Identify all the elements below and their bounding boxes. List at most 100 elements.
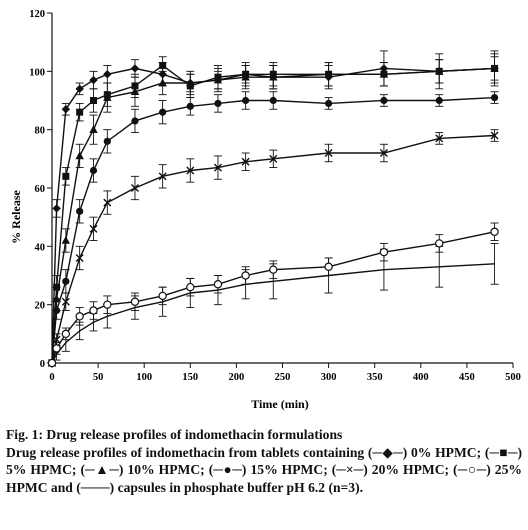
triangle-point <box>186 78 195 87</box>
series-x <box>48 129 499 367</box>
filled-circle-point <box>159 108 167 116</box>
filled-circle-point <box>53 306 61 315</box>
triangle-point <box>269 72 278 81</box>
diamond-point <box>52 204 61 213</box>
x-point <box>241 157 250 166</box>
filled-circle-point <box>269 96 277 105</box>
x-point <box>130 184 139 192</box>
x-point <box>490 131 499 140</box>
series-line <box>51 231 495 364</box>
series-layer <box>47 50 499 368</box>
x-point <box>158 172 167 181</box>
triangle-point <box>324 69 333 78</box>
open-circle-point <box>241 271 250 280</box>
x-tick-label: 450 <box>459 372 475 383</box>
x-tick-label: 200 <box>229 372 245 383</box>
open-circle-point <box>186 282 195 292</box>
square-point <box>159 62 167 69</box>
diamond-point <box>89 75 98 85</box>
x-point <box>324 149 333 157</box>
filled-circle-point <box>186 102 194 110</box>
x-point <box>89 224 98 233</box>
diamond-point <box>75 84 84 94</box>
diamond-point <box>103 70 112 79</box>
filled-circle-point <box>490 93 499 102</box>
triangle-point <box>103 93 112 101</box>
open-circle-point <box>379 247 389 257</box>
x-tick-label: 50 <box>93 372 104 383</box>
filled-circle-point <box>380 96 388 105</box>
filled-circle-point <box>62 277 70 285</box>
triangle-point <box>379 69 389 78</box>
y-tick-label: 0 <box>40 359 45 370</box>
x-point <box>213 163 222 172</box>
series-line <box>51 134 495 364</box>
filled-circle-point <box>435 96 443 105</box>
x-axis-label: Time (min) <box>251 397 308 411</box>
filled-circle-point <box>325 99 333 108</box>
axes: 0 20 40 60 80 100 120 0 50 100 150 200 250 300 350 400 4… <box>29 9 521 383</box>
open-circle-point <box>490 227 499 236</box>
y-tick-label: 20 <box>35 301 46 312</box>
x-point <box>75 254 84 262</box>
caption-title: Fig. 1: Drug release profiles of indomet… <box>6 427 343 442</box>
release-chart: 0 20 40 60 80 100 120 0 50 100 150 200 250 300 350 400 4… <box>9 9 521 411</box>
series-circle-open <box>47 222 499 368</box>
series-circle-filled <box>48 91 499 367</box>
x-point <box>61 297 70 306</box>
open-circle-point <box>52 344 61 353</box>
x-point <box>435 134 444 143</box>
series-line <box>51 263 495 364</box>
open-circle-point <box>158 291 167 301</box>
open-circle-point <box>435 239 444 248</box>
open-circle-point <box>324 262 333 271</box>
series-triangle <box>47 56 499 367</box>
filled-circle-point <box>214 99 222 108</box>
open-circle-point <box>213 280 223 289</box>
triangle-point <box>61 236 71 244</box>
triangle-point <box>158 78 167 87</box>
y-tick-label: 80 <box>35 126 46 137</box>
y-tick-label: 60 <box>35 184 46 195</box>
x-point <box>269 154 278 163</box>
series-line <box>51 96 495 364</box>
y-tick-label: 100 <box>29 67 45 78</box>
x-point <box>186 166 195 175</box>
triangle-point <box>435 66 444 75</box>
triangle-point <box>52 294 61 303</box>
open-circle-point <box>269 265 278 274</box>
x-tick-label: 100 <box>136 372 152 383</box>
square-point <box>76 108 84 116</box>
triangle-point <box>75 151 84 160</box>
open-circle-point <box>47 358 57 368</box>
open-circle-point <box>130 297 140 306</box>
x-tick-label: 250 <box>275 372 291 383</box>
x-tick-label: 350 <box>367 372 383 383</box>
x-tick-label: 300 <box>321 372 337 383</box>
square-point <box>89 97 97 104</box>
open-circle-point <box>103 300 112 309</box>
open-circle-point <box>61 329 71 339</box>
x-point <box>379 149 388 157</box>
triangle-point <box>241 72 250 81</box>
series-line <box>51 64 495 364</box>
filled-circle-point <box>103 137 111 145</box>
filled-circle-point <box>76 207 84 215</box>
x-tick-label: 150 <box>182 372 198 383</box>
x-tick-label: 0 <box>49 372 54 383</box>
figure-caption: Fig. 1: Drug release profiles of indomet… <box>6 426 522 496</box>
filled-circle-point <box>89 166 98 175</box>
triangle-point <box>89 125 98 133</box>
x-point <box>103 198 112 207</box>
open-circle-point <box>89 306 98 315</box>
triangle-point <box>213 75 223 84</box>
y-tick-label: 40 <box>35 242 46 253</box>
x-tick-label: 500 <box>505 372 521 383</box>
triangle-point <box>130 87 140 96</box>
series-line <box>51 67 495 364</box>
diamond-point <box>130 64 140 73</box>
y-tick-label: 120 <box>29 9 45 20</box>
filled-circle-point <box>131 117 139 125</box>
triangle-point <box>490 63 499 72</box>
filled-circle-point <box>242 96 250 105</box>
